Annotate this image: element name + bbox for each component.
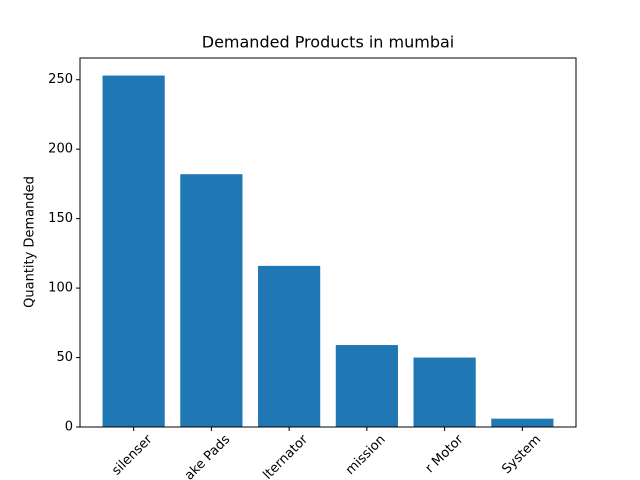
- x-tick-label: r Motor: [423, 432, 467, 476]
- x-tick-label: silenser: [109, 432, 156, 479]
- bar: [258, 265, 321, 427]
- bar: [102, 75, 165, 428]
- y-tick-label: 100: [48, 281, 73, 296]
- plot-frame: [79, 57, 577, 428]
- bar: [180, 174, 243, 427]
- x-tick-label: lternator: [260, 432, 311, 480]
- x-tick-label: mission: [343, 432, 389, 478]
- chart-title: Demanded Products in mumbai: [202, 33, 455, 52]
- bar: [413, 357, 476, 427]
- y-tick-label: 150: [48, 211, 73, 226]
- y-tick-label: 250: [48, 72, 73, 87]
- y-tick-label: 200: [48, 142, 73, 157]
- x-tick-label: ake Pads: [182, 432, 233, 480]
- x-tick-label: System: [499, 432, 544, 477]
- bar: [335, 345, 398, 427]
- bar: [491, 418, 554, 427]
- y-tick-label: 0: [65, 420, 73, 435]
- y-axis-label: Quantity Demanded: [23, 176, 38, 308]
- y-tick-label: 50: [56, 350, 73, 365]
